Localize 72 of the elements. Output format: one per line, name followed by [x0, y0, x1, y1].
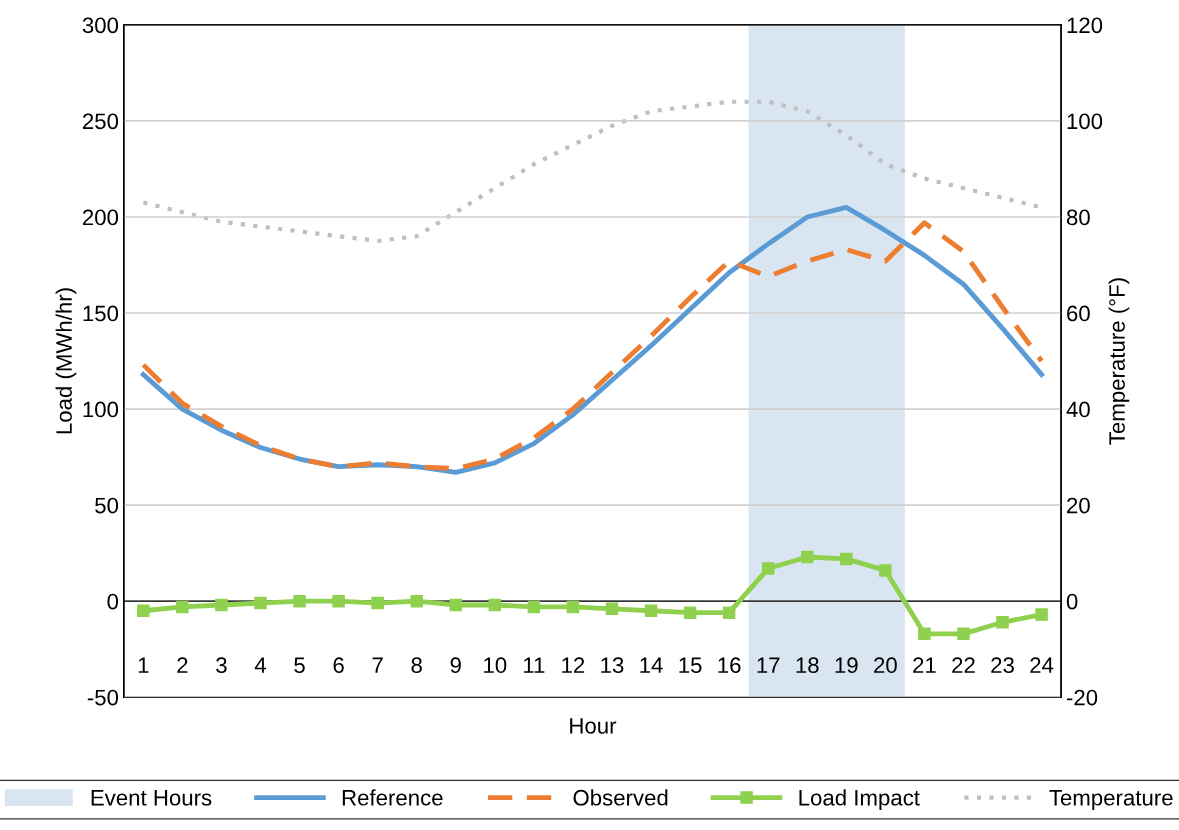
x-tick-label: 16: [718, 657, 741, 674]
x-tick-label: 17: [757, 657, 780, 673]
point: [722, 606, 736, 619]
y2-tick-label: 100: [1067, 113, 1103, 130]
point: [566, 600, 580, 614]
x-tick-label: 11: [524, 657, 545, 673]
y2-tick-label: 120: [1067, 17, 1103, 34]
y2-axis-title: Temperature (°F): [1108, 278, 1130, 445]
point: [254, 596, 267, 610]
x-tick-label: 24: [1030, 657, 1054, 673]
x-tick-label: 7: [372, 657, 383, 673]
point: [371, 596, 384, 610]
y-tick-label: 200: [82, 209, 119, 226]
x-tick-label: 6: [333, 657, 344, 674]
x-tick-label: 3: [216, 657, 227, 674]
x-tick-label: 9: [450, 657, 461, 674]
point: [683, 606, 697, 619]
x-tick-label: 22: [952, 657, 975, 673]
y2-tick-label: 60: [1067, 305, 1090, 322]
point: [840, 552, 853, 566]
x-tick-label: 4: [254, 657, 267, 673]
point: [137, 604, 150, 618]
legend-label: Load Impact: [799, 789, 920, 810]
point: [605, 602, 619, 616]
point: [918, 627, 931, 641]
x-tick-label: 19: [835, 657, 858, 674]
point: [215, 598, 228, 612]
y-tick-label: 50: [95, 497, 119, 514]
legend-label: Reference: [342, 789, 443, 806]
point: [332, 594, 345, 608]
y-tick-label: 300: [82, 17, 119, 34]
y2-tick-label: -20: [1066, 689, 1098, 706]
point: [800, 550, 814, 564]
point: [996, 616, 1009, 629]
x-tick-label: 12: [562, 657, 585, 673]
y2-tick-label: 20: [1067, 497, 1090, 514]
y-tick-label: 150: [83, 305, 119, 322]
x-tick-label: 20: [874, 657, 897, 674]
point: [957, 627, 970, 641]
point: [879, 564, 892, 577]
y-tick-label: 0: [107, 593, 119, 610]
y2-tick-label: 40: [1066, 401, 1090, 418]
x-tick-label: 23: [991, 657, 1014, 674]
point: [488, 598, 502, 612]
point: [293, 594, 306, 608]
x-tick-label: 15: [679, 657, 702, 674]
y2-tick-label: 80: [1066, 209, 1090, 226]
x-tick-label: 21: [913, 657, 936, 673]
x-tick-label: 13: [601, 657, 624, 674]
y-tick-label: 100: [83, 401, 119, 418]
point: [410, 594, 423, 608]
x-tick-label: 2: [177, 657, 188, 673]
x-tick-label: 18: [796, 657, 819, 674]
point: [761, 562, 775, 575]
x-tick-label: 8: [411, 657, 422, 674]
point: [449, 598, 463, 612]
point: [1035, 608, 1048, 621]
point: [644, 604, 658, 618]
x-tick-label: 14: [640, 657, 663, 673]
y-tick-label: 250: [82, 113, 119, 130]
legend-label: Observed: [573, 789, 668, 806]
y-axis-title: Load (MWh/hr): [55, 288, 77, 434]
point: [176, 600, 189, 614]
x-tick-label: 10: [484, 657, 507, 674]
y2-tick-label: 0: [1066, 593, 1078, 610]
y-tick-label: -50: [87, 689, 119, 706]
legend-label: Temperature: [1049, 790, 1173, 810]
x-axis-title: Hour: [570, 718, 617, 734]
x-tick-label: 1: [138, 657, 149, 673]
legend-label: Event Hours: [91, 790, 212, 806]
point: [527, 600, 541, 614]
x-tick-label: 5: [294, 657, 305, 674]
